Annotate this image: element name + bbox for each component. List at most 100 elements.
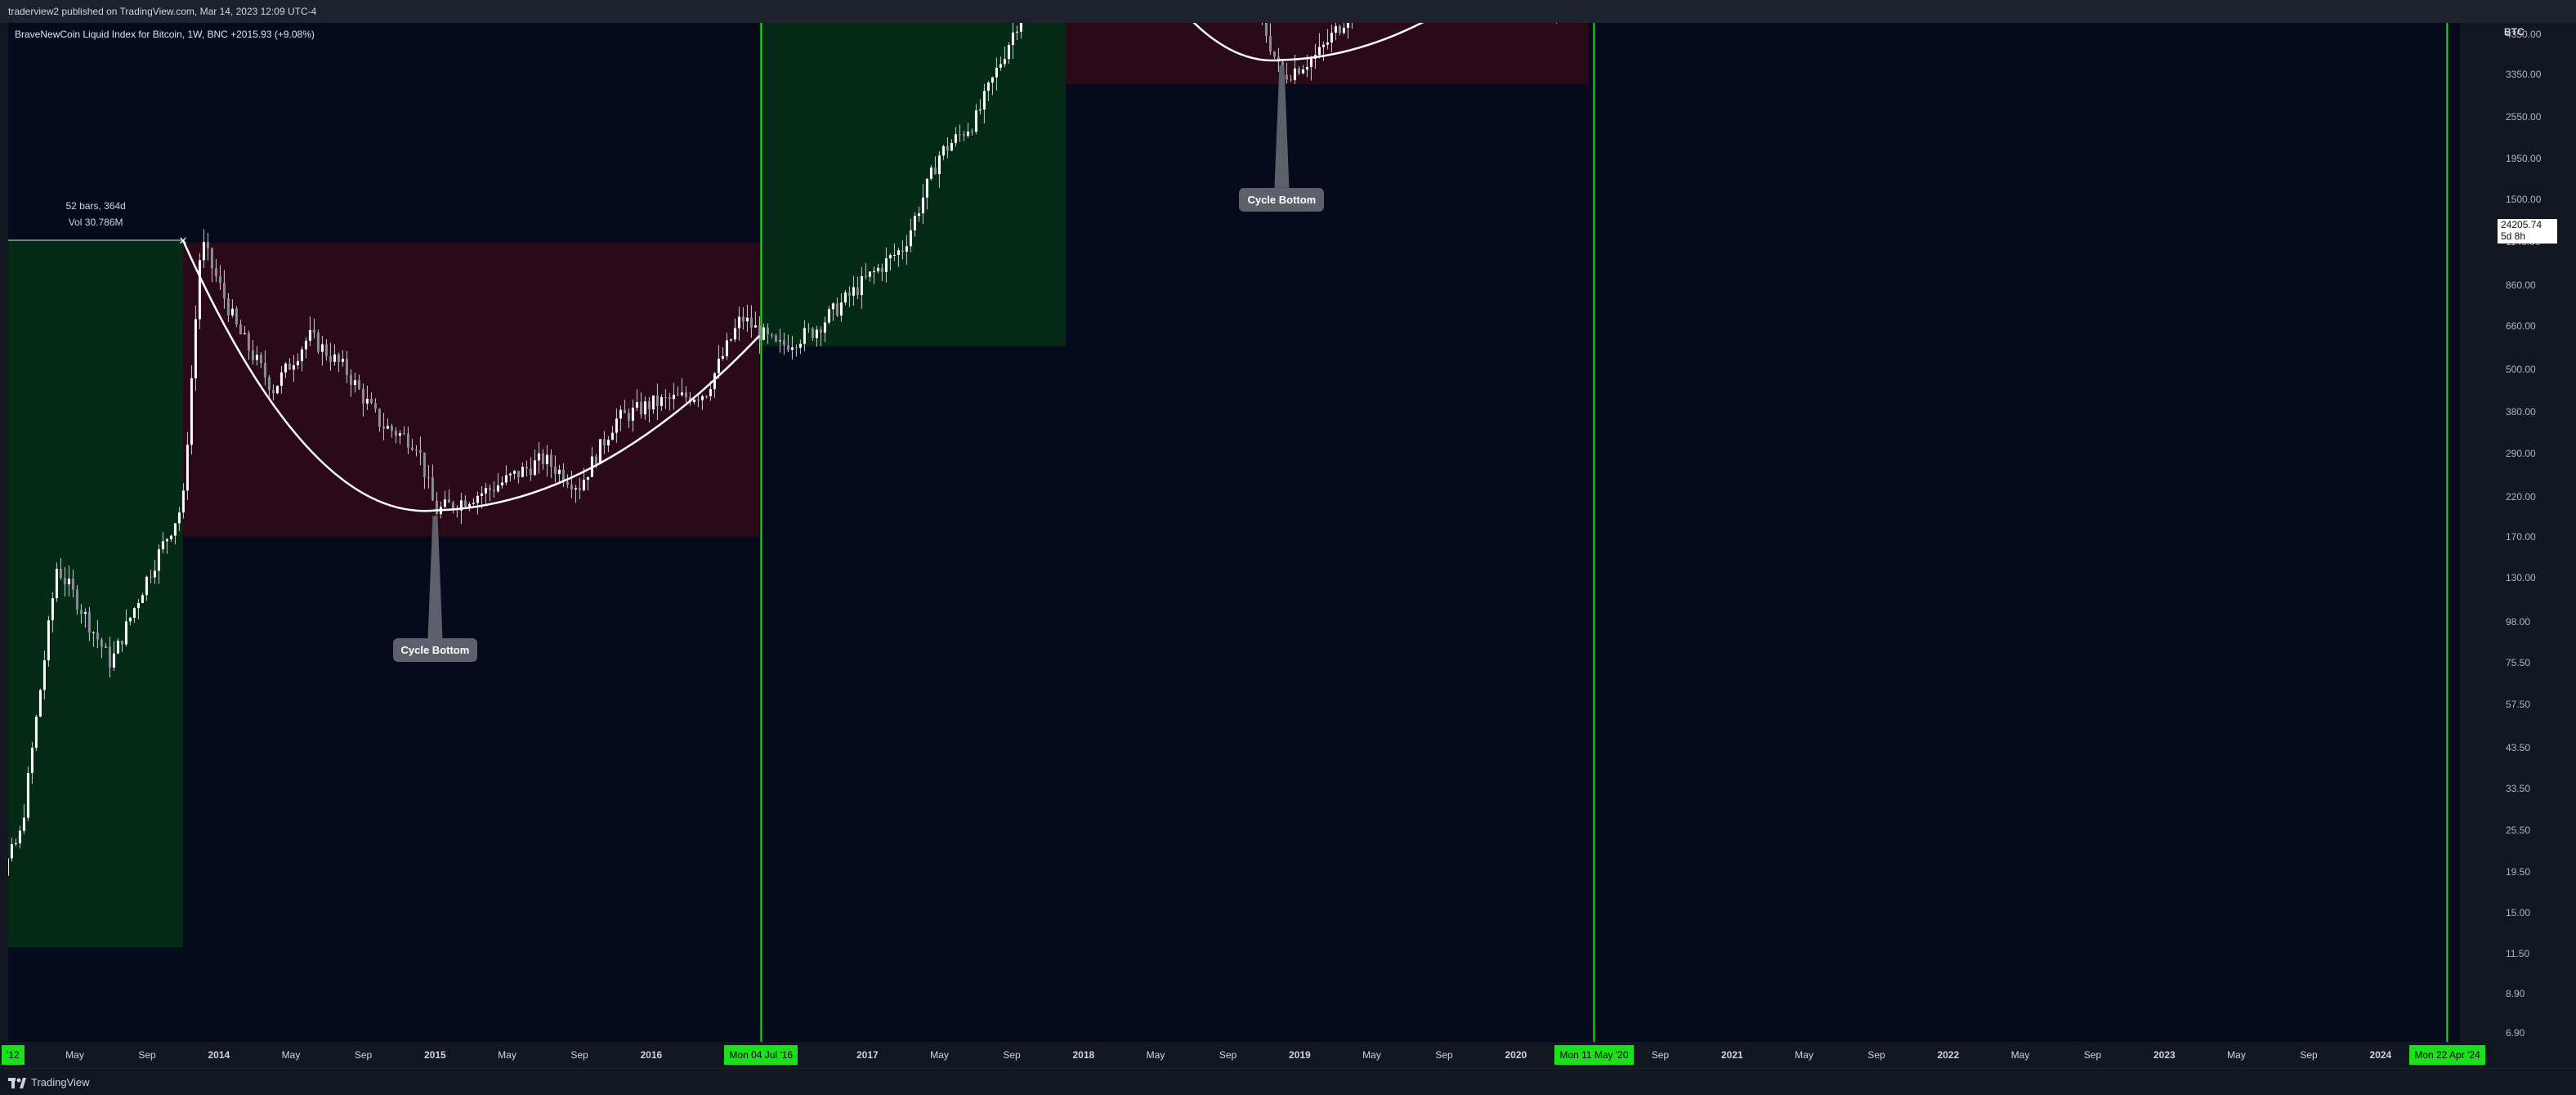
candle-body-338 — [1342, 28, 1345, 34]
candle-body-107 — [398, 433, 401, 436]
candle-body-48 — [157, 549, 160, 571]
candle-body-111 — [414, 449, 418, 451]
candle-body-332 — [1317, 47, 1321, 56]
candle-body-51 — [169, 535, 172, 539]
candle-body-114 — [427, 476, 430, 478]
candle-body-259 — [1019, 23, 1022, 32]
candle-body-56 — [190, 378, 193, 445]
time-tick-5: Sep — [354, 1049, 373, 1061]
candle-body-124 — [467, 503, 471, 507]
candle-body-215 — [839, 302, 843, 316]
bull-zone-1 — [8, 239, 183, 948]
candle-body-148 — [566, 481, 569, 485]
cycle-bottom-label-1[interactable]: Cycle Bottom — [392, 638, 478, 663]
time-tick-12: Sep — [1003, 1049, 1021, 1061]
chart-pane[interactable]: ✕✕✕ — [8, 23, 2460, 1042]
candle-body-64 — [222, 283, 226, 299]
time-tick-3: 2014 — [208, 1049, 230, 1061]
candle-body-25 — [63, 578, 66, 585]
candle-body-39 — [120, 641, 123, 645]
chart-legend[interactable]: BraveNewCoin Liquid Index for Bitcoin, 1… — [15, 29, 315, 40]
candle-body-225 — [880, 267, 883, 272]
candle-body-109 — [406, 433, 409, 448]
candle-body-115 — [431, 477, 434, 501]
currency-unit: BTC — [2504, 26, 2525, 38]
candle-body-324 — [1285, 74, 1288, 80]
candle-body-103 — [382, 427, 385, 429]
candle-body-98 — [361, 388, 364, 404]
candle-body-205 — [798, 343, 802, 348]
candle-body-254 — [999, 64, 1002, 68]
candle-body-219 — [856, 287, 859, 296]
tradingview-icon — [8, 1078, 26, 1089]
candle-body-45 — [145, 576, 148, 596]
time-tick-7: May — [498, 1049, 517, 1061]
candle-body-32 — [92, 632, 95, 633]
candle-body-129 — [488, 488, 491, 490]
candle-body-319 — [1264, 23, 1268, 36]
candle-body-58 — [198, 260, 201, 320]
candle-body-201 — [782, 340, 785, 346]
candle-body-235 — [921, 197, 924, 214]
candle-body-17 — [30, 748, 34, 774]
price-tick-23: 290.00 — [2506, 448, 2536, 460]
candle-body-126 — [476, 495, 479, 503]
time-tick-21: 2021 — [1721, 1049, 1743, 1061]
candle-body-330 — [1309, 58, 1313, 68]
candle-body-337 — [1338, 25, 1341, 34]
candle-body-251 — [986, 83, 990, 92]
candle-body-12 — [10, 844, 13, 859]
candle-body-227 — [888, 255, 892, 259]
candle-body-226 — [884, 258, 888, 272]
price-tick-26: 130.00 — [2506, 572, 2536, 584]
candle-body-80 — [288, 363, 291, 370]
candle-body-181 — [700, 396, 704, 400]
price-chart[interactable]: ✕✕✕ — [8, 23, 2460, 1042]
candle-body-52 — [173, 523, 177, 536]
candle-body-203 — [790, 347, 794, 351]
candle-body-123 — [463, 500, 467, 507]
candle-body-151 — [578, 488, 581, 490]
current-price-marker: 24205.74 5d 8h — [2498, 219, 2557, 244]
candle-body-120 — [451, 503, 454, 509]
candle-body-256 — [1007, 45, 1010, 60]
candle-body-175 — [676, 395, 679, 396]
candle-body-143 — [545, 454, 548, 465]
time-axis[interactable]: May Sep 2014 May Sep 2015 May Sep 2016 2017 May Sep… — [0, 1042, 2576, 1068]
candle-body-18 — [34, 716, 38, 749]
price-tick-30: 43.50 — [2506, 742, 2531, 754]
candle-body-37 — [112, 653, 115, 668]
time-tick-10: 2017 — [856, 1049, 879, 1061]
candle-body-100 — [369, 399, 373, 404]
candle-body-102 — [378, 409, 381, 427]
candle-body-209 — [815, 329, 818, 338]
candle-body-241 — [946, 145, 949, 151]
candle-body-220 — [860, 276, 863, 296]
candle-body-322 — [1277, 56, 1280, 62]
time-tick-17: May — [1362, 1049, 1381, 1061]
time-tick-11: May — [930, 1049, 949, 1061]
candle-body-229 — [897, 250, 900, 255]
tradingview-logo[interactable]: TradingView — [8, 1076, 90, 1089]
candle-body-72 — [255, 355, 258, 360]
price-tick-20: 660.00 — [2506, 320, 2536, 333]
candle-body-176 — [680, 392, 683, 396]
candle-body-36 — [108, 646, 111, 668]
candle-body-55 — [186, 445, 189, 491]
cycle-bottom-label-2[interactable]: Cycle Bottom — [1239, 187, 1325, 212]
candle-body-105 — [390, 426, 393, 431]
candle-body-158 — [606, 440, 610, 446]
candle-body-237 — [929, 168, 932, 179]
candle-body-202 — [786, 345, 789, 351]
candle-body-177 — [684, 392, 687, 398]
price-axis[interactable]: 4350.003350.002550.001950.001500.001140.… — [2460, 23, 2576, 1042]
peak-marker-1: ✕ — [178, 235, 187, 247]
candle-body-144 — [549, 454, 552, 467]
candle-body-99 — [365, 399, 369, 404]
time-tick-15: Sep — [1219, 1049, 1237, 1061]
candle-body-85 — [308, 329, 311, 341]
candle-body-94 — [345, 359, 348, 375]
candle-body-30 — [83, 612, 87, 615]
candle-body-29 — [79, 610, 83, 615]
candle-body-66 — [230, 308, 234, 315]
